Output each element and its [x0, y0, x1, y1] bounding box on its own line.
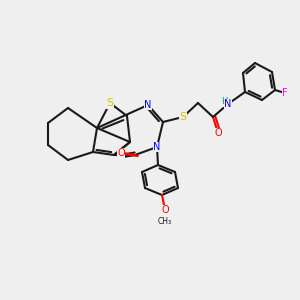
Text: N: N: [224, 99, 232, 109]
Text: F: F: [282, 88, 288, 98]
Text: S: S: [106, 98, 114, 108]
Text: N: N: [153, 142, 161, 152]
Text: N: N: [144, 100, 152, 110]
Text: S: S: [179, 112, 187, 122]
Text: CH₃: CH₃: [158, 218, 172, 226]
Text: O: O: [117, 148, 125, 158]
Text: H: H: [221, 98, 227, 106]
Text: O: O: [214, 128, 222, 138]
Text: O: O: [161, 205, 169, 215]
